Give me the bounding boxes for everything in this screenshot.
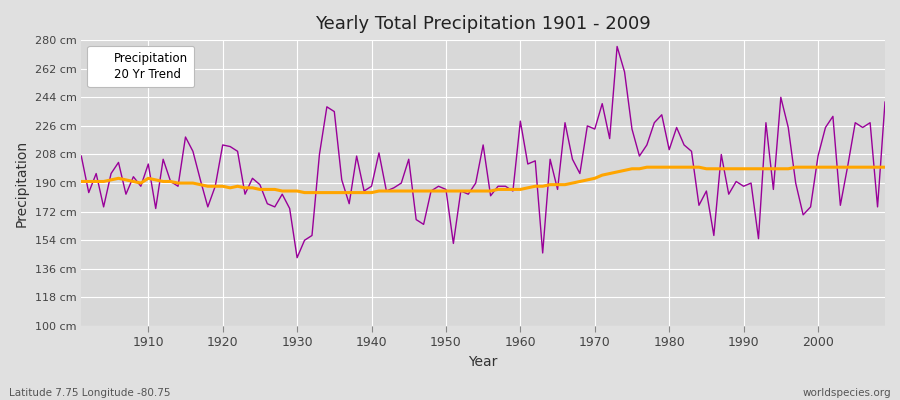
20 Yr Trend [522, 186, 533, 190]
Precipitation [135, 184, 146, 189]
Precipitation [292, 255, 302, 260]
20 Yr Trend [642, 165, 652, 170]
Precipitation [612, 44, 623, 49]
Precipitation [522, 162, 533, 166]
20 Yr Trend [879, 165, 890, 170]
Text: Latitude 7.75 Longitude -80.75: Latitude 7.75 Longitude -80.75 [9, 388, 170, 398]
Legend: Precipitation, 20 Yr Trend: Precipitation, 20 Yr Trend [87, 46, 194, 87]
Line: 20 Yr Trend: 20 Yr Trend [81, 167, 885, 192]
Y-axis label: Precipitation: Precipitation [15, 140, 29, 227]
20 Yr Trend [515, 187, 526, 192]
Title: Yearly Total Precipitation 1901 - 2009: Yearly Total Precipitation 1901 - 2009 [315, 15, 651, 33]
Precipitation [351, 154, 362, 158]
20 Yr Trend [307, 190, 318, 195]
Line: Precipitation: Precipitation [81, 46, 885, 258]
X-axis label: Year: Year [469, 355, 498, 369]
20 Yr Trend [135, 181, 146, 186]
Precipitation [515, 119, 526, 124]
Precipitation [307, 233, 318, 238]
Precipitation [619, 70, 630, 74]
Precipitation [76, 154, 86, 158]
Precipitation [879, 100, 890, 104]
20 Yr Trend [76, 179, 86, 184]
20 Yr Trend [351, 190, 362, 195]
20 Yr Trend [612, 170, 623, 174]
20 Yr Trend [299, 190, 310, 195]
Text: worldspecies.org: worldspecies.org [803, 388, 891, 398]
